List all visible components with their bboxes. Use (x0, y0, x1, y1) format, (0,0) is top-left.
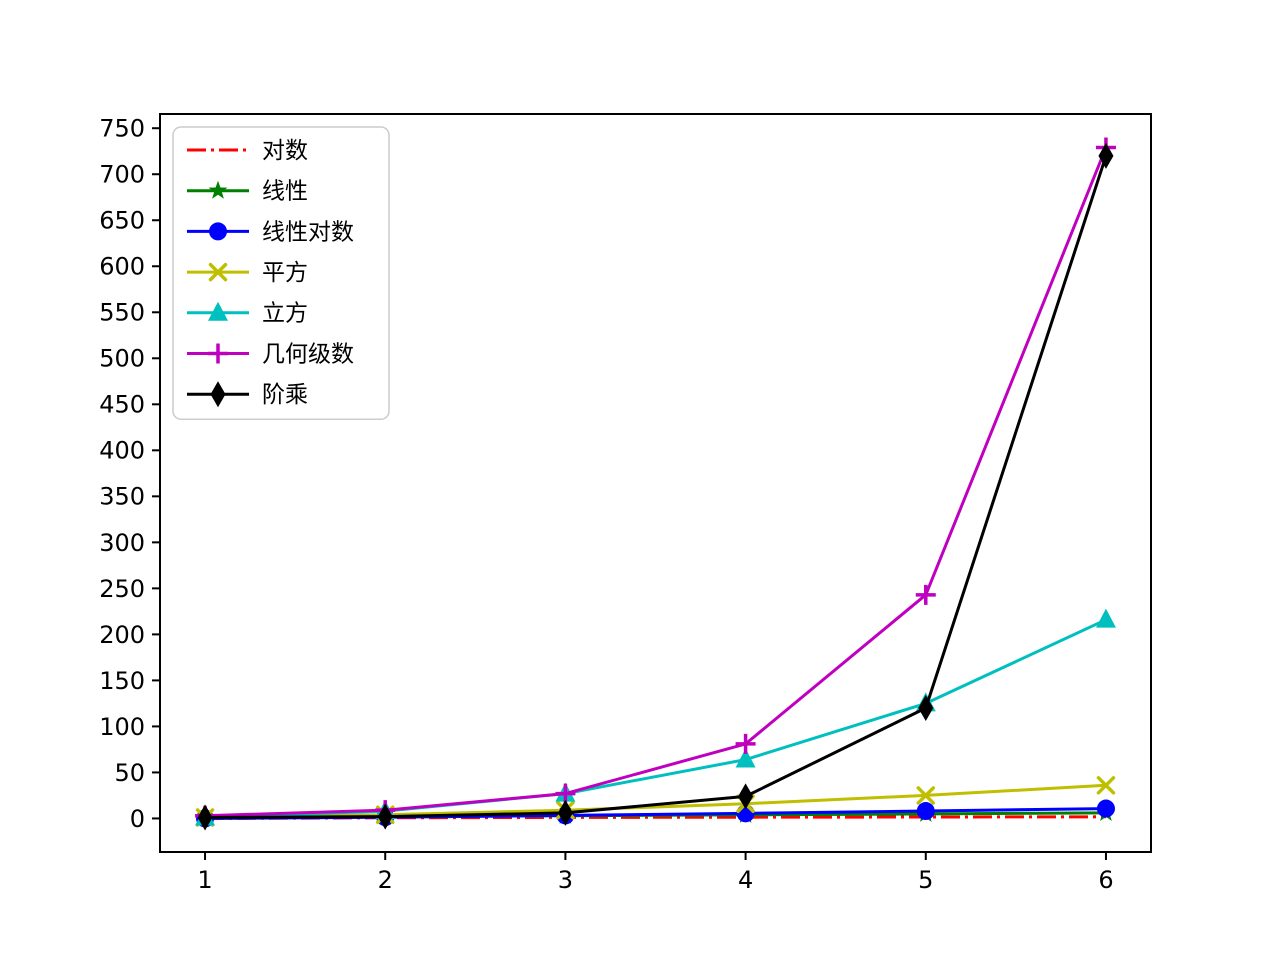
y-tick-label: 100 (99, 713, 145, 741)
series-factorial-marker (918, 695, 934, 722)
series-geometric-line (204, 146, 1108, 818)
plot-border (159, 113, 1152, 853)
y-tick-label: 150 (99, 667, 145, 695)
series-log-line (204, 815, 1107, 820)
x-tick-label: 6 (1098, 866, 1113, 894)
x-tick-label: 1 (197, 866, 212, 894)
legend-item-geometric: 几何级数 (187, 341, 354, 367)
y-tick-label: 250 (99, 575, 145, 603)
y-tick-label: 450 (99, 391, 145, 419)
legend-label: 几何级数 (262, 341, 354, 367)
legend-marker (208, 180, 228, 199)
y-tick-label: 500 (99, 345, 145, 373)
series-quadratic-marker (1096, 776, 1116, 795)
legend-item-factorial: 阶乘 (187, 381, 308, 408)
series-factorial-marker (1098, 142, 1114, 169)
x-tick-label: 3 (558, 866, 573, 894)
series-factorial-marker (197, 804, 213, 831)
y-tick-label: 650 (99, 207, 145, 235)
y-tick-label: 50 (114, 759, 145, 787)
legend-label: 平方 (262, 260, 308, 286)
x-tick-label: 4 (738, 866, 753, 894)
legend-item-quadratic: 平方 (187, 260, 308, 286)
y-tick-label: 400 (99, 437, 145, 465)
series-factorial-marker (738, 783, 754, 810)
series-layer (195, 137, 1116, 831)
series-geometric-marker (735, 733, 756, 754)
legend-box (172, 126, 390, 420)
y-tick-label: 700 (99, 161, 145, 189)
y-tick-label: 200 (99, 621, 145, 649)
legend-label: 对数 (262, 138, 308, 164)
x-tick-label: 2 (378, 866, 393, 894)
legend-item-cubic: 立方 (187, 301, 308, 327)
axes-layer: 1 2 3 4 5 6 0 50 100 150 200 250 300 350 400 450 500 550 6… (99, 113, 1152, 894)
series-factorial-marker (377, 803, 393, 830)
series-linearithmic-marker (1096, 799, 1115, 818)
legend-marker (208, 343, 228, 364)
legend-item-linear: 线性 (187, 179, 308, 205)
legend-marker (210, 381, 226, 408)
series-geometric-marker (915, 584, 936, 605)
y-tick-label: 300 (99, 529, 145, 557)
legend-label: 阶乘 (262, 382, 308, 408)
y-tick-label: 350 (99, 483, 145, 511)
series-cubic-marker (1095, 608, 1116, 628)
series-factorial-line (204, 155, 1108, 819)
series-cubic-marker (735, 748, 756, 768)
legend-label: 立方 (262, 301, 308, 327)
series-quadratic-marker (916, 786, 936, 805)
y-tick-label: 550 (99, 299, 145, 327)
y-tick-label: 0 (130, 805, 145, 833)
y-tick-label: 600 (99, 253, 145, 281)
series-linearithmic-marker (916, 802, 935, 821)
series-cubic-line (204, 618, 1107, 819)
legend-marker (208, 301, 228, 321)
legend-item-linearithmic: 线性对数 (187, 219, 354, 245)
series-factorial-marker (557, 799, 573, 826)
legend-item-log: 对数 (187, 138, 308, 164)
legend-label: 线性对数 (262, 219, 354, 245)
x-tick-label: 5 (918, 866, 933, 894)
legend-label: 线性 (262, 179, 308, 205)
legend-marker (209, 222, 227, 241)
y-tick-label: 750 (99, 115, 145, 143)
legend-marker (208, 262, 228, 282)
